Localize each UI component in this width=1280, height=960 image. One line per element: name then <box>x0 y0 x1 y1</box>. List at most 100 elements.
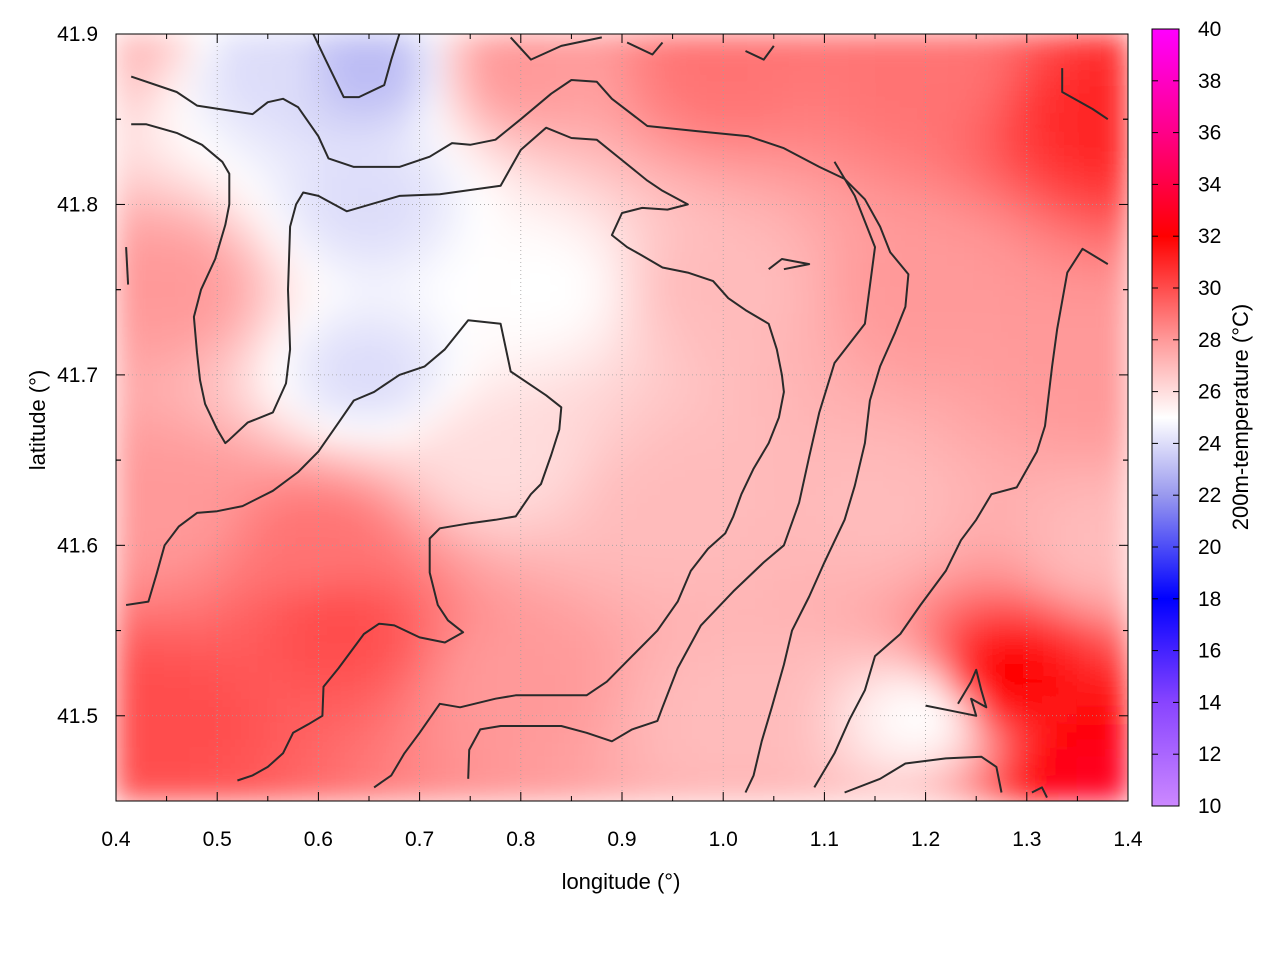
heat-cell <box>671 595 699 624</box>
heat-cell <box>165 621 193 649</box>
heat-cell <box>1025 493 1054 521</box>
heat-cell <box>241 186 269 214</box>
heat-cell <box>1000 263 1028 291</box>
heat-cell <box>924 442 952 470</box>
heat-cell <box>266 621 295 649</box>
heat-cell <box>342 442 370 470</box>
heat-cell <box>874 135 902 163</box>
heat-cell <box>216 135 244 163</box>
heat-cell <box>519 58 548 87</box>
heat-cell <box>116 186 143 214</box>
heat-cell <box>1000 288 1028 317</box>
heat-cell <box>368 34 396 61</box>
heat-cell <box>342 493 370 521</box>
heat-cell <box>418 467 446 496</box>
heat-cell <box>798 365 826 393</box>
heat-cell <box>368 416 396 445</box>
heat-cell <box>266 34 295 61</box>
heat-cell <box>1076 211 1104 240</box>
x-tick-label: 0.4 <box>101 828 131 851</box>
heat-cell <box>317 723 345 751</box>
heat-cell <box>545 237 573 266</box>
heat-cell <box>823 774 851 801</box>
heat-cell <box>190 263 219 291</box>
heat-cell <box>924 518 952 547</box>
x-tick-label: 0.7 <box>405 828 434 851</box>
heat-cell <box>874 339 902 368</box>
heat-cell <box>292 672 320 700</box>
heat-cell <box>570 467 598 496</box>
heat-cell <box>975 569 1003 598</box>
heat-cell <box>924 34 952 61</box>
heat-cell <box>418 84 446 112</box>
heat-cell <box>165 569 193 598</box>
heat-cell <box>140 314 168 342</box>
heat-cell <box>570 569 598 598</box>
heat-cell <box>1101 211 1128 240</box>
heat-cell <box>722 237 750 266</box>
heat-cell <box>266 160 295 189</box>
colorbar-tick-label: 36 <box>1198 122 1221 145</box>
heat-cell <box>975 467 1003 496</box>
heat-cell <box>772 314 801 342</box>
heat-cell <box>393 263 421 291</box>
heat-cell <box>949 314 978 342</box>
heat-cell <box>519 34 548 61</box>
heat-cell <box>545 365 573 393</box>
heat-cell <box>368 467 396 496</box>
heat-cell <box>140 672 168 700</box>
heat-cell <box>848 518 876 547</box>
heat-cell <box>393 58 421 87</box>
heat-cell <box>342 697 370 726</box>
heat-cell <box>1051 34 1079 61</box>
heat-cell <box>1051 58 1079 87</box>
heat-cell <box>772 288 801 317</box>
heat-cell <box>241 365 269 393</box>
heat-cell <box>165 237 193 266</box>
heat-cell <box>696 646 725 675</box>
heat-cell <box>140 237 168 266</box>
heat-cell <box>848 160 876 189</box>
heat-cell <box>292 416 320 445</box>
heat-cell <box>418 109 446 138</box>
heat-cell <box>216 390 244 419</box>
heat-cell <box>165 160 193 189</box>
heat-cell <box>393 621 421 649</box>
heat-cell <box>469 211 497 240</box>
heat-cell <box>595 442 623 470</box>
heat-cell <box>140 442 168 470</box>
heat-cell <box>1025 263 1054 291</box>
heat-cell <box>165 263 193 291</box>
heat-cell <box>1000 723 1028 751</box>
heat-cell <box>823 186 851 214</box>
colorbar-tick-label: 40 <box>1198 18 1221 41</box>
heat-cell <box>393 646 421 675</box>
x-tick-label: 0.9 <box>607 828 636 851</box>
heat-cell <box>646 34 674 61</box>
heat-cell <box>949 723 978 751</box>
heat-cell <box>646 595 674 624</box>
heat-cell <box>949 186 978 214</box>
heat-cell <box>848 748 876 777</box>
heat-cell <box>772 467 801 496</box>
heat-cell <box>570 288 598 317</box>
heat-cell <box>241 58 269 87</box>
heat-cell <box>165 186 193 214</box>
heat-cell <box>621 339 649 368</box>
heat-cell <box>241 748 269 777</box>
heat-cell <box>519 237 548 266</box>
heat-cell <box>848 416 876 445</box>
heat-cell <box>823 672 851 700</box>
heat-cell <box>747 186 775 214</box>
heat-cell <box>317 748 345 777</box>
heat-cell <box>1025 314 1054 342</box>
x-tick-label: 1.4 <box>1113 828 1143 851</box>
heat-cell <box>494 442 522 470</box>
heat-cell <box>874 646 902 675</box>
heat-cell <box>747 237 775 266</box>
heat-cell <box>443 723 472 751</box>
heat-cell <box>241 493 269 521</box>
heat-cell <box>342 518 370 547</box>
heat-cell <box>595 774 623 801</box>
heat-cell <box>1101 646 1128 675</box>
